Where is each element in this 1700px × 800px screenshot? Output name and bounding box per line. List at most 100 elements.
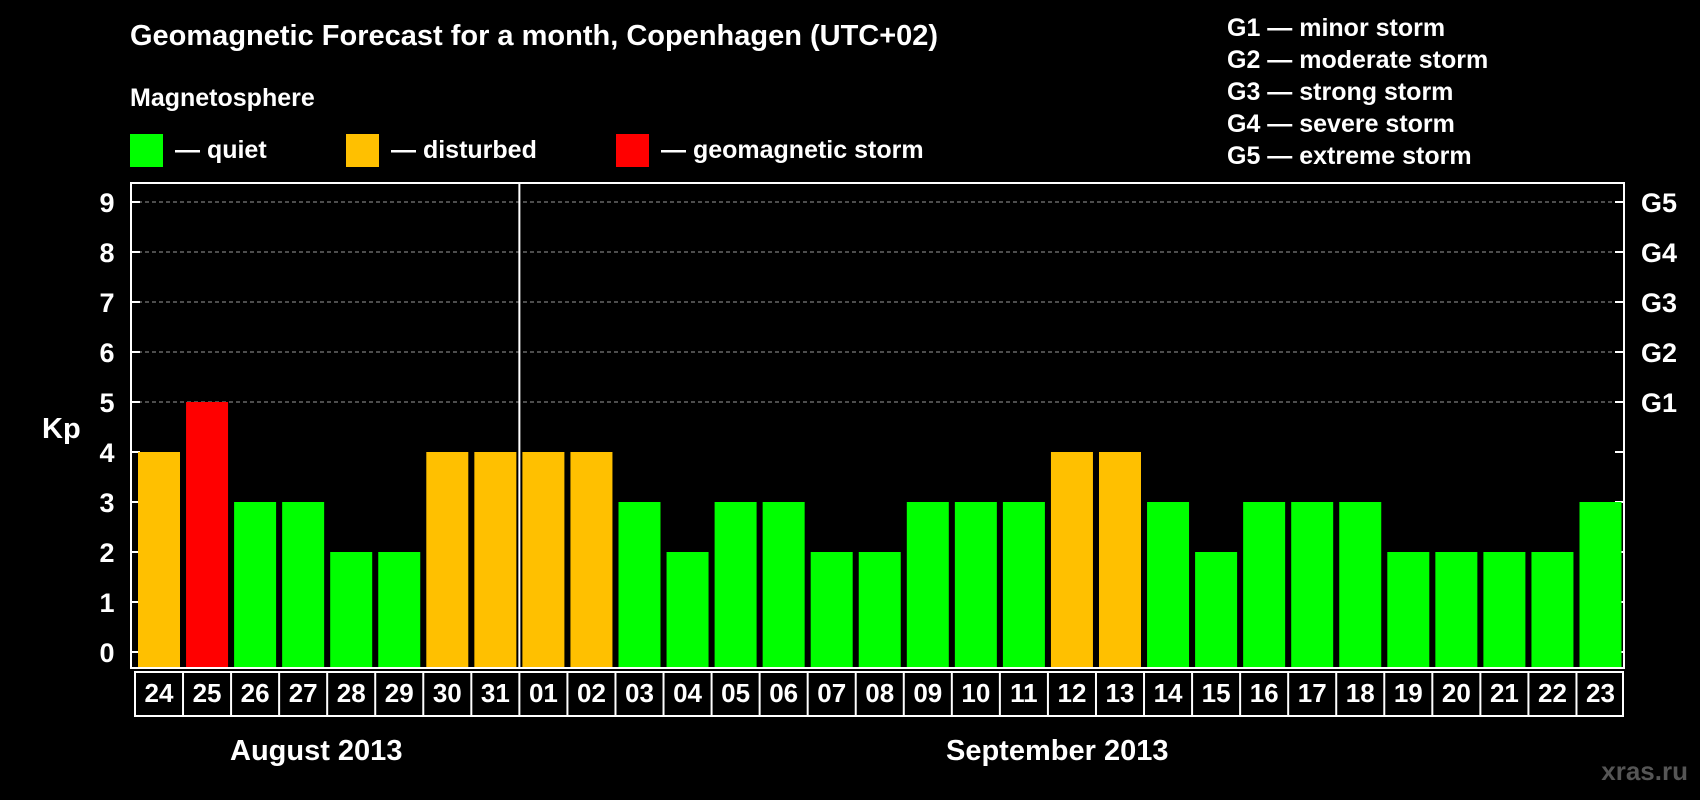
- bar-28: [330, 552, 373, 667]
- bar-02: [570, 452, 613, 667]
- x-tick-label-12: 12: [1057, 678, 1086, 708]
- date-row-frame: [134, 671, 1624, 717]
- chart-title: Geomagnetic Forecast for a month, Copenh…: [130, 20, 939, 52]
- bar-19: [1387, 552, 1430, 667]
- bar-18: [1339, 502, 1382, 667]
- y-tick-label-3: 3: [99, 488, 114, 518]
- y-axis-label: Kp: [42, 413, 81, 445]
- bar-05: [714, 502, 757, 667]
- x-tick-label-14: 14: [1154, 678, 1183, 708]
- bar-27: [282, 502, 325, 667]
- x-tick-label-11: 11: [1010, 678, 1038, 708]
- g-scale-label-g4: G4: [1641, 238, 1677, 268]
- y-tick-label-4: 4: [99, 438, 114, 468]
- y-tick-label-2: 2: [99, 538, 114, 568]
- x-tick-label-21: 21: [1490, 678, 1519, 708]
- x-tick-label-01: 01: [529, 678, 558, 708]
- legend-label-storm: — geomagnetic storm: [661, 135, 924, 164]
- bar-29: [378, 552, 421, 667]
- storm-scale-g2: G2 — moderate storm: [1227, 46, 1489, 74]
- legend-item-storm: — geomagnetic storm: [616, 132, 924, 168]
- x-tick-label-30: 30: [433, 678, 462, 708]
- legend-swatch-quiet: [130, 133, 163, 167]
- bar-10: [954, 502, 997, 667]
- x-tick-label-13: 13: [1106, 678, 1135, 708]
- x-tick-label-02: 02: [577, 678, 606, 708]
- x-tick-label-09: 09: [913, 678, 942, 708]
- bar-09: [906, 502, 949, 667]
- bar-24: [138, 452, 180, 667]
- x-tick-label-29: 29: [385, 678, 414, 708]
- bar-07: [810, 552, 853, 667]
- bar-13: [1099, 452, 1141, 667]
- storm-scale-g1: G1 — minor storm: [1227, 14, 1446, 42]
- g-scale-label-g5: G5: [1641, 188, 1677, 218]
- y-tick-label-9: 9: [99, 188, 114, 218]
- x-tick-label-03: 03: [625, 678, 654, 708]
- bar-26: [234, 502, 277, 667]
- month-label-september: September 2013: [946, 735, 1169, 767]
- chart-subtitle: Magnetosphere: [130, 84, 315, 112]
- x-tick-label-04: 04: [673, 678, 702, 708]
- legend-item-disturbed: — disturbed: [346, 132, 537, 168]
- bar-01: [522, 452, 565, 667]
- g-scale-label-g2: G2: [1641, 338, 1677, 368]
- x-tick-label-07: 07: [817, 678, 846, 708]
- legend-label-quiet: — quiet: [175, 135, 267, 164]
- y-tick-label-8: 8: [99, 238, 114, 268]
- x-tick-label-26: 26: [241, 678, 270, 708]
- legend-swatch-storm: [616, 133, 649, 167]
- bar-17: [1291, 502, 1334, 667]
- bar-06: [762, 502, 805, 667]
- y-tick-label-6: 6: [99, 338, 114, 368]
- x-tick-label-16: 16: [1250, 678, 1279, 708]
- x-tick-label-22: 22: [1538, 678, 1567, 708]
- y-tick-label-0: 0: [99, 638, 114, 668]
- x-tick-label-10: 10: [961, 678, 990, 708]
- storm-scale-g5: G5 — extreme storm: [1227, 142, 1472, 170]
- x-tick-label-06: 06: [769, 678, 798, 708]
- bar-11: [1002, 502, 1045, 667]
- x-tick-label-28: 28: [337, 678, 366, 708]
- bar-23: [1579, 502, 1622, 667]
- month-label-august: August 2013: [230, 735, 403, 767]
- plot-frame: [130, 182, 1625, 669]
- bar-30: [426, 452, 469, 667]
- bar-21: [1483, 552, 1526, 667]
- bar-31: [474, 452, 517, 667]
- x-tick-label-25: 25: [193, 678, 222, 708]
- bar-08: [858, 552, 901, 667]
- bar-12: [1050, 452, 1093, 667]
- bar-04: [666, 552, 709, 667]
- g-scale-label-g3: G3: [1641, 288, 1677, 318]
- x-tick-label-23: 23: [1586, 678, 1615, 708]
- legend-label-disturbed: — disturbed: [391, 135, 537, 164]
- bar-22: [1531, 552, 1574, 667]
- bar-25: [186, 402, 229, 667]
- x-tick-label-17: 17: [1298, 678, 1327, 708]
- watermark: xras.ru: [1601, 756, 1688, 786]
- bar-16: [1243, 502, 1286, 667]
- y-tick-label-5: 5: [99, 388, 114, 418]
- x-tick-label-27: 27: [289, 678, 318, 708]
- x-tick-label-31: 31: [481, 678, 510, 708]
- bar-14: [1147, 502, 1190, 667]
- bar-03: [618, 502, 661, 667]
- storm-scale-list: G1 — minor storm G2 — moderate storm G3 …: [1227, 12, 1488, 172]
- legend-item-quiet: — quiet: [130, 132, 267, 168]
- x-tick-label-20: 20: [1442, 678, 1471, 708]
- x-tick-label-24: 24: [145, 678, 174, 708]
- legend-swatch-disturbed: [346, 133, 379, 167]
- x-tick-label-15: 15: [1202, 678, 1231, 708]
- bar-20: [1435, 552, 1478, 667]
- storm-scale-g4: G4 — severe storm: [1227, 110, 1455, 138]
- x-tick-label-18: 18: [1346, 678, 1375, 708]
- x-tick-label-19: 19: [1394, 678, 1423, 708]
- x-tick-label-05: 05: [721, 678, 750, 708]
- x-tick-label-08: 08: [865, 678, 894, 708]
- bar-15: [1195, 552, 1238, 667]
- storm-scale-g3: G3 — strong storm: [1227, 78, 1454, 106]
- y-tick-label-1: 1: [99, 588, 114, 618]
- y-tick-label-7: 7: [99, 288, 114, 318]
